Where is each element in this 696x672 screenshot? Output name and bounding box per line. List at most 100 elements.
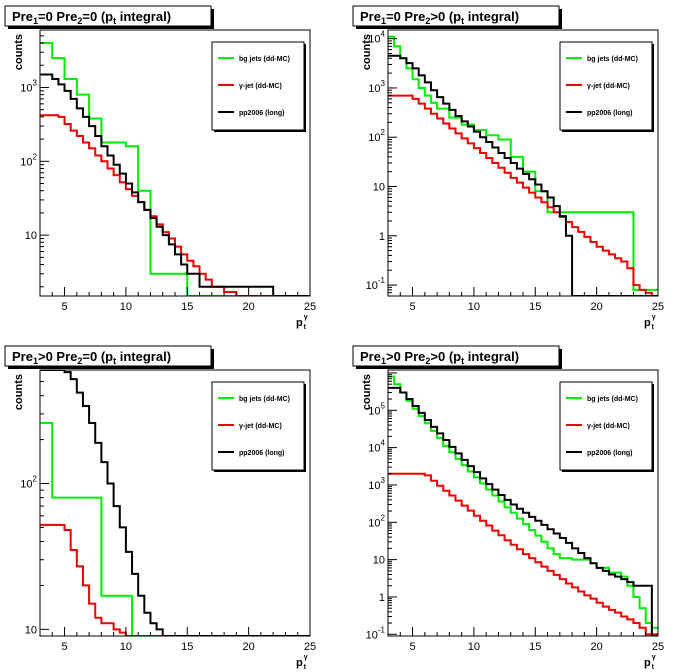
y-tick-exp: 2 — [33, 474, 38, 483]
series-line-3 — [388, 54, 658, 296]
x-tick-label: 20 — [591, 301, 603, 313]
series-line-2 — [388, 472, 658, 636]
title-sub: t — [461, 356, 464, 366]
series-line-2 — [388, 94, 658, 296]
y-tick-base: 1 — [379, 231, 385, 243]
y-tick-label: 1 — [379, 592, 385, 604]
chart-title: Pre1=0 Pre2=0 (pt integral) — [12, 9, 171, 26]
x-tick-label: 10 — [468, 641, 480, 653]
title-sub: 1 — [381, 356, 386, 366]
legend-label-3: pp2006 (long) — [587, 110, 633, 117]
legend-label-1: bg jets (dd-MC) — [239, 396, 290, 403]
legend-label-3: pp2006 (long) — [587, 450, 633, 457]
y-tick-label: 102 — [20, 152, 37, 168]
x-tick-label: 5 — [61, 641, 67, 653]
y-tick-base: 10 — [20, 156, 32, 168]
y-tick-label: 10 — [373, 182, 385, 194]
title-sub: 1 — [381, 16, 386, 26]
y-tick-exp: 2 — [381, 128, 386, 137]
y-tick-exp: -1 — [378, 625, 386, 634]
x-tick-label: 15 — [529, 641, 541, 653]
y-tick-label: 104 — [368, 30, 385, 46]
series-group — [40, 370, 310, 636]
y-tick-exp: 3 — [381, 79, 386, 88]
title-part: =0 Pre — [38, 9, 77, 24]
x-axis-sup: γ — [652, 654, 656, 661]
x-tick-label: 15 — [529, 301, 541, 313]
series-line-3 — [40, 370, 310, 636]
title-part: >0 Pre — [386, 349, 425, 364]
y-tick-base: 1 — [379, 592, 385, 604]
x-axis-sub: t — [652, 324, 655, 331]
x-tick-label: 25 — [304, 641, 316, 653]
y-tick-base: 10 — [25, 230, 37, 242]
x-tick-label: 15 — [181, 301, 193, 313]
title-part: =0 (p — [82, 9, 113, 24]
y-tick-base: 10 — [368, 443, 380, 455]
y-axis-title: counts — [13, 34, 25, 70]
legend-label-3: pp2006 (long) — [239, 450, 285, 457]
legend-label-2: γ-jet (dd-MC) — [587, 83, 630, 90]
title-part: integral) — [116, 9, 171, 24]
y-tick-label: 102 — [20, 474, 37, 490]
x-axis-title: pγ t — [644, 314, 656, 331]
title-part: =0 (p — [82, 349, 113, 364]
x-tick-label: 15 — [181, 641, 193, 653]
title-part: =0 Pre — [386, 9, 425, 24]
chart-title: Pre1=0 Pre2>0 (pt integral) — [360, 9, 519, 26]
title-sub: 1 — [33, 16, 38, 26]
title-box — [352, 345, 560, 367]
legend-label-1: bg jets (dd-MC) — [587, 56, 638, 63]
title-part: Pre — [360, 349, 381, 364]
title-sub: t — [113, 356, 116, 366]
y-tick-base: 10 — [20, 478, 32, 490]
y-tick-exp: 3 — [33, 78, 38, 87]
y-tick-label: 102 — [368, 128, 385, 144]
y-tick-exp: 2 — [381, 513, 386, 522]
title-sub: t — [113, 16, 116, 26]
title-box — [4, 5, 212, 27]
y-tick-label: 104 — [368, 439, 385, 455]
y-tick-base: 10 — [373, 555, 385, 567]
y-tick-label: 10 — [25, 230, 37, 242]
title-sub: 2 — [425, 16, 430, 26]
legend-label-1: bg jets (dd-MC) — [239, 56, 290, 63]
title-part: Pre — [12, 9, 33, 24]
y-axis-title: counts — [361, 34, 373, 70]
y-tick-label: 10-1 — [366, 276, 386, 292]
legend-label-1: bg jets (dd-MC) — [587, 396, 638, 403]
legend-label-2: γ-jet (dd-MC) — [239, 83, 282, 90]
chart-panel-1: Pre1=0 Pre2=0 (pt integral)5 10 15 20 251010… — [4, 5, 316, 331]
y-tick-label: 10-1 — [366, 625, 386, 641]
y-tick-exp: 4 — [381, 30, 386, 39]
x-axis-sub: t — [304, 324, 307, 331]
x-tick-label: 10 — [120, 301, 132, 313]
y-tick-label: 103 — [368, 79, 385, 95]
x-tick-label: 25 — [652, 301, 664, 313]
x-axis-sup: γ — [304, 654, 308, 661]
x-axis-title: pγ t — [296, 314, 308, 331]
y-tick-base: 10 — [373, 182, 385, 194]
legend-label-2: γ-jet (dd-MC) — [239, 423, 282, 430]
y-tick-label: 103 — [20, 78, 37, 94]
title-part: integral) — [464, 349, 519, 364]
series-line-2 — [40, 114, 310, 296]
title-part: integral) — [464, 9, 519, 24]
chart-panel-3: Pre1>0 Pre2=0 (pt integral)5 10 15 20 251010… — [4, 345, 316, 671]
title-part: >0 (p — [430, 9, 461, 24]
y-tick-exp: 2 — [33, 152, 38, 161]
y-axis-title: counts — [13, 374, 25, 410]
title-sub: 2 — [77, 356, 82, 366]
series-line-1 — [40, 421, 310, 636]
y-tick-label: 103 — [368, 476, 385, 492]
series-group — [40, 42, 310, 296]
series-line-3 — [40, 73, 310, 296]
x-tick-label: 20 — [591, 641, 603, 653]
y-axis-title: counts — [361, 374, 373, 410]
chart-title: Pre1>0 Pre2>0 (pt integral) — [360, 349, 519, 366]
title-sub: 1 — [33, 356, 38, 366]
x-tick-label: 5 — [61, 301, 67, 313]
x-axis-title: pγ t — [644, 654, 656, 671]
